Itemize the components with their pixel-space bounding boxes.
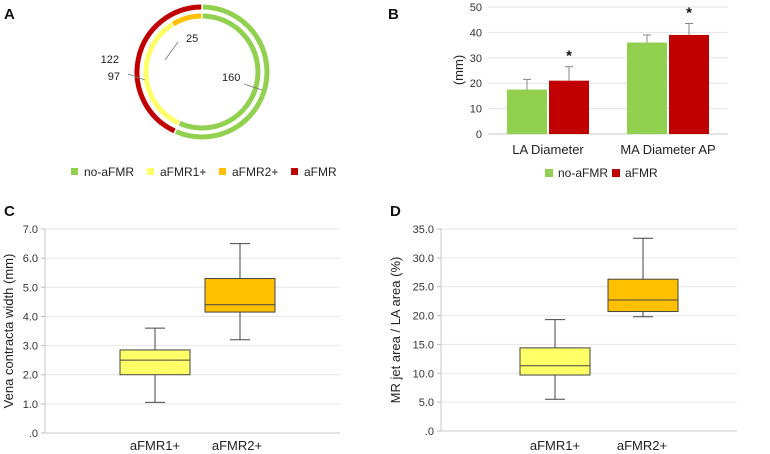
significance-star-ma-diameter-ap: * bbox=[686, 5, 692, 22]
d-box-afmr1 bbox=[519, 347, 591, 376]
d-category-afmr1: aFMR1+ bbox=[530, 438, 580, 453]
b-legend-label-no-afmr: no-aFMR bbox=[558, 166, 608, 180]
legend-a: no-aFMR aFMR1+ aFMR2+ aFMR bbox=[71, 165, 337, 179]
box-plot-d: .0 5.0 10.0 15.0 20.0 25.0 30.0 35.0 MR jet are… bbox=[388, 224, 737, 453]
bar-chart: 0 10 20 30 40 50 * * (mm) LA Diameter MA Diame… bbox=[451, 2, 728, 180]
d-y-tick-label: .0 bbox=[425, 426, 434, 438]
b-y-tick-label: 50 bbox=[470, 2, 482, 14]
c-y-tick-label: 7.0 bbox=[23, 224, 38, 236]
c-y-tick-label: 1.0 bbox=[23, 399, 38, 411]
d-y-tick-label: 15.0 bbox=[413, 339, 434, 351]
d-y-tick-label: 5.0 bbox=[419, 397, 434, 409]
inner-ring-slice-afmr2 bbox=[171, 13, 202, 27]
b-y-tick-label: 40 bbox=[470, 27, 482, 39]
b-legend-swatch-afmr bbox=[612, 169, 620, 177]
d-box-afmr2 bbox=[607, 278, 679, 313]
legend-b: no-aFMR aFMR bbox=[545, 166, 658, 180]
d-y-tick-label: 35.0 bbox=[413, 224, 434, 236]
outer-ring-slice-no-afmr bbox=[175, 4, 270, 140]
legend-label-afmr2: aFMR2+ bbox=[232, 165, 278, 179]
data-label-97: 97 bbox=[108, 71, 120, 83]
data-label-25: 25 bbox=[186, 33, 198, 45]
b-y-tick-label: 30 bbox=[470, 53, 482, 65]
b-y-tick-label: 10 bbox=[470, 104, 482, 116]
outer-ring-slice-afmr bbox=[134, 4, 202, 134]
legend-label-afmr1: aFMR1+ bbox=[160, 165, 206, 179]
bar-afmr-ma-diameter-ap bbox=[669, 34, 709, 134]
panel-label-a: A bbox=[4, 6, 15, 23]
bar-no-afmr-la-diameter bbox=[507, 89, 547, 134]
b-category-ma-diameter: MA Diameter AP bbox=[620, 142, 715, 157]
legend-swatch-afmr bbox=[291, 168, 298, 175]
b-category-la-diameter: LA Diameter bbox=[512, 142, 584, 157]
leader-line-160 bbox=[243, 83, 263, 91]
b-y-tick-label: 0 bbox=[476, 129, 482, 141]
d-category-afmr2: aFMR2+ bbox=[617, 438, 667, 453]
c-y-tick-label: 5.0 bbox=[23, 282, 38, 294]
b-legend-label-afmr: aFMR bbox=[625, 166, 658, 180]
c-box-afmr1 bbox=[119, 349, 191, 376]
d-y-tick-label: 25.0 bbox=[413, 282, 434, 294]
legend-swatch-afmr2 bbox=[219, 168, 226, 175]
panel-label-d: D bbox=[390, 203, 401, 220]
bar-no-afmr-ma-diameter-ap bbox=[627, 42, 667, 135]
leader-line-97 bbox=[127, 73, 146, 81]
panel-label-b: B bbox=[388, 6, 399, 23]
legend-label-no-afmr: no-aFMR bbox=[84, 165, 134, 179]
d-y-tick-label: 20.0 bbox=[413, 311, 434, 323]
d-y-tick-label: 30.0 bbox=[413, 253, 434, 265]
leader-line-25 bbox=[164, 41, 179, 61]
c-category-afmr1: aFMR1+ bbox=[130, 438, 180, 453]
b-y-tick-label: 20 bbox=[470, 78, 482, 90]
c-y-tick-label: 2.0 bbox=[23, 370, 38, 382]
data-label-160: 160 bbox=[222, 72, 240, 84]
c-y-axis-label: Vena contracta width (mm) bbox=[1, 254, 16, 409]
data-label-122: 122 bbox=[101, 54, 119, 66]
donut-chart: 25 97 122 160 no-aFMR aFMR1+ aFMR2+ aFMR bbox=[71, 4, 337, 179]
b-y-axis-label: (mm) bbox=[451, 55, 466, 85]
inner-ring-slice-no-afmr bbox=[178, 13, 261, 131]
c-y-tick-label: 6.0 bbox=[23, 253, 38, 265]
legend-swatch-no-afmr bbox=[71, 168, 78, 175]
bar-afmr-la-diameter bbox=[549, 80, 589, 134]
b-legend-swatch-no-afmr bbox=[545, 169, 553, 177]
panel-label-c: C bbox=[4, 203, 15, 220]
significance-star-la-diameter: * bbox=[566, 48, 572, 65]
d-y-tick-label: 10.0 bbox=[413, 368, 434, 380]
box-plot-c: .0 1.0 2.0 3.0 4.0 5.0 6.0 7.0 Vena contracta w… bbox=[1, 224, 340, 453]
legend-label-afmr: aFMR bbox=[304, 165, 337, 179]
c-category-afmr2: aFMR2+ bbox=[212, 438, 262, 453]
inner-ring-slice-afmr1 bbox=[143, 22, 180, 126]
c-y-tick-label: .0 bbox=[29, 428, 38, 440]
d-y-axis-label: MR jet area / LA area (%) bbox=[388, 257, 403, 404]
c-y-tick-label: 4.0 bbox=[23, 311, 38, 323]
c-y-tick-label: 3.0 bbox=[23, 341, 38, 353]
c-box-afmr2 bbox=[204, 278, 276, 313]
legend-swatch-afmr1 bbox=[147, 168, 154, 175]
